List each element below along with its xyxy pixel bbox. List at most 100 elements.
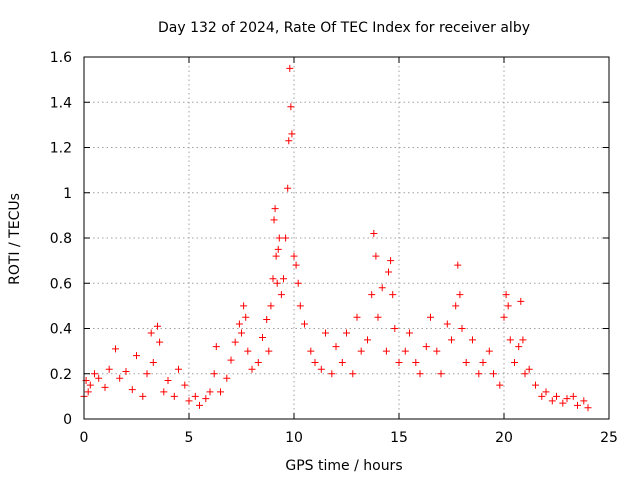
data-point bbox=[269, 275, 277, 283]
data-point bbox=[271, 205, 279, 213]
x-tick-label: 0 bbox=[80, 430, 89, 446]
data-point bbox=[86, 381, 94, 389]
data-point bbox=[490, 370, 497, 378]
data-point bbox=[458, 325, 466, 332]
data-point bbox=[456, 291, 464, 299]
data-point bbox=[521, 370, 529, 378]
data-point bbox=[301, 320, 308, 328]
data-point bbox=[479, 358, 487, 366]
data-point bbox=[235, 320, 243, 328]
data-point bbox=[454, 261, 462, 269]
data-point bbox=[267, 302, 275, 310]
data-point bbox=[569, 392, 577, 400]
data-point bbox=[378, 284, 386, 292]
data-point bbox=[322, 329, 329, 337]
data-point bbox=[387, 257, 395, 265]
data-point bbox=[156, 338, 164, 346]
data-point bbox=[149, 358, 157, 366]
data-point bbox=[548, 397, 556, 405]
data-point bbox=[437, 370, 445, 378]
data-point bbox=[240, 302, 248, 310]
data-point bbox=[95, 374, 103, 382]
data-point bbox=[164, 377, 172, 385]
data-point bbox=[91, 370, 98, 378]
data-point bbox=[270, 216, 278, 224]
data-point bbox=[443, 320, 451, 328]
data-point bbox=[210, 370, 218, 378]
data-point bbox=[485, 347, 493, 355]
data-point bbox=[370, 229, 378, 237]
data-point bbox=[217, 388, 224, 396]
data-point bbox=[448, 336, 455, 344]
data-points-layer bbox=[80, 64, 592, 412]
data-point bbox=[274, 245, 282, 253]
y-tick-label: 1.6 bbox=[50, 50, 72, 66]
data-point bbox=[328, 370, 336, 378]
data-point bbox=[122, 367, 130, 375]
data-point bbox=[496, 381, 504, 389]
grid-layer bbox=[84, 57, 609, 419]
data-point bbox=[191, 392, 199, 400]
data-point bbox=[422, 343, 430, 351]
data-point bbox=[374, 313, 382, 321]
data-point bbox=[532, 381, 539, 389]
y-tick-label: 0.6 bbox=[50, 276, 72, 292]
data-point bbox=[231, 338, 239, 346]
data-point bbox=[574, 401, 581, 409]
data-point bbox=[286, 64, 294, 72]
data-point bbox=[412, 358, 420, 366]
data-point bbox=[357, 347, 365, 355]
data-point bbox=[517, 297, 525, 305]
data-point bbox=[475, 370, 483, 378]
data-point bbox=[285, 137, 293, 145]
data-point bbox=[288, 130, 296, 138]
data-point bbox=[294, 279, 302, 287]
data-point bbox=[101, 383, 109, 391]
data-point bbox=[395, 358, 403, 366]
data-point bbox=[139, 392, 147, 400]
data-point bbox=[349, 370, 357, 378]
data-point bbox=[128, 386, 136, 394]
data-point bbox=[206, 388, 214, 396]
data-point bbox=[116, 374, 124, 382]
data-point bbox=[307, 347, 315, 355]
data-point bbox=[254, 358, 262, 366]
data-point bbox=[469, 336, 476, 344]
data-point bbox=[559, 399, 567, 407]
data-point bbox=[227, 356, 235, 364]
data-point bbox=[391, 325, 399, 332]
data-point bbox=[277, 291, 285, 299]
data-point bbox=[84, 388, 92, 396]
data-point bbox=[462, 358, 470, 366]
data-point bbox=[196, 401, 203, 409]
data-point bbox=[133, 352, 140, 360]
data-point bbox=[372, 252, 380, 260]
data-point bbox=[275, 234, 283, 242]
data-point bbox=[259, 334, 266, 342]
data-point bbox=[542, 388, 550, 396]
x-tick-label: 20 bbox=[495, 430, 513, 446]
data-point bbox=[317, 365, 325, 373]
data-point bbox=[452, 302, 460, 310]
data-point bbox=[506, 336, 514, 344]
data-point bbox=[504, 302, 512, 310]
data-point bbox=[511, 358, 518, 366]
y-tick-label: 0.8 bbox=[50, 231, 72, 247]
ticks-layer: 0 5 10 15 20 25 0 0.2 0.4 0.6 0.8 1 1.2 1.4 1.6 bbox=[50, 50, 618, 446]
data-point bbox=[147, 329, 155, 337]
data-point bbox=[401, 347, 409, 355]
data-point bbox=[364, 336, 371, 344]
data-point bbox=[242, 313, 250, 321]
data-point bbox=[368, 291, 376, 299]
data-point bbox=[296, 302, 304, 310]
y-tick-label: 0.4 bbox=[50, 322, 72, 338]
data-point bbox=[580, 397, 588, 405]
data-point bbox=[502, 291, 510, 299]
chart-title: Day 132 of 2024, Rate Of TEC Index for r… bbox=[158, 20, 530, 36]
y-tick-label: 1 bbox=[63, 186, 72, 202]
data-point bbox=[515, 343, 523, 351]
data-point bbox=[185, 397, 193, 405]
x-axis-label: GPS time / hours bbox=[285, 458, 402, 474]
y-tick-label: 1.4 bbox=[50, 95, 72, 111]
